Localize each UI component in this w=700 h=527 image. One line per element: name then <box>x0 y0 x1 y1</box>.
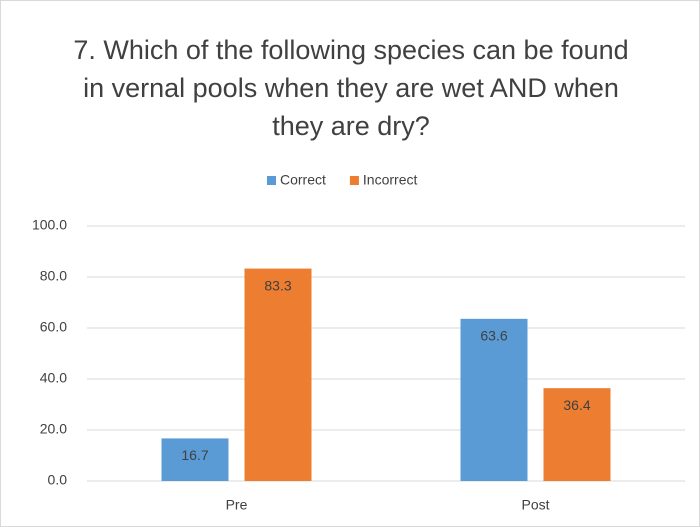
bar <box>244 268 312 481</box>
y-tick-label: 20.0 <box>40 421 67 437</box>
y-tick-label: 100.0 <box>32 217 67 233</box>
chart-title: 7. Which of the following species can be… <box>73 35 629 141</box>
data-label: 83.3 <box>264 277 291 293</box>
data-label: 16.7 <box>181 447 208 463</box>
legend-label: Incorrect <box>363 172 418 188</box>
data-label: 36.4 <box>563 397 590 413</box>
bar <box>161 438 229 481</box>
x-tick-label: Post <box>521 497 549 513</box>
legend-swatch <box>349 176 359 185</box>
y-tick-label: 80.0 <box>40 268 67 284</box>
y-tick-label: 0.0 <box>48 472 68 488</box>
bar <box>543 388 611 481</box>
y-tick-label: 60.0 <box>40 319 67 335</box>
legend-swatch <box>267 176 276 185</box>
bar <box>460 318 528 481</box>
x-tick-label: Pre <box>226 497 248 513</box>
legend-label: Correct <box>280 172 326 188</box>
data-label: 63.6 <box>480 328 507 344</box>
y-tick-label: 40.0 <box>40 370 67 386</box>
